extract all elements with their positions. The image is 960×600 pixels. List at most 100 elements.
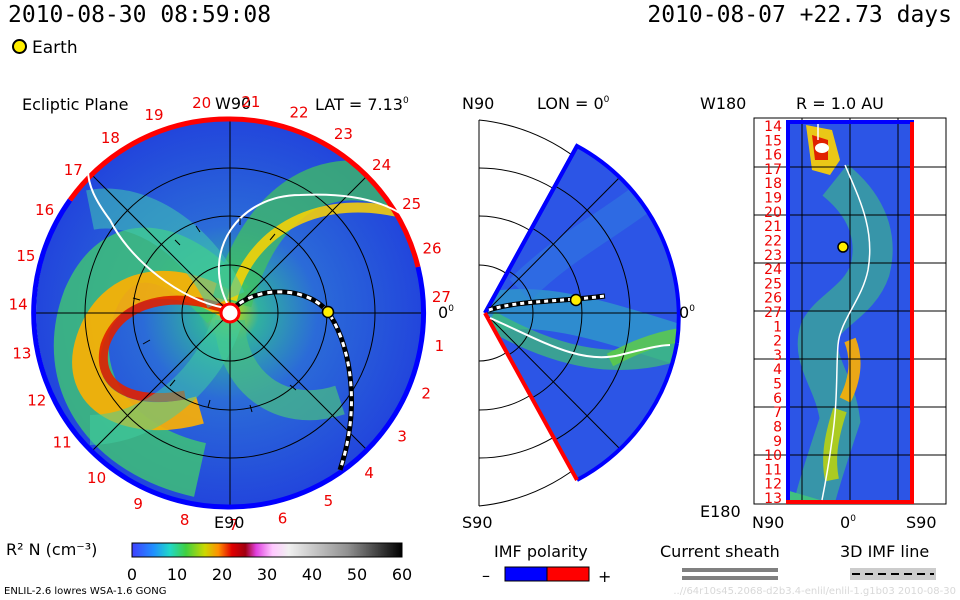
map-r-label: R = 1.0 AU <box>796 94 884 113</box>
imf-line-title: 3D IMF line <box>840 542 929 561</box>
carrington-ring-label: 9 <box>133 495 143 513</box>
meridional-current-sheath <box>489 317 671 359</box>
map-top-label: W180 <box>700 94 746 113</box>
earth-marker-map <box>837 241 849 253</box>
map-day-label: 20 <box>764 205 782 221</box>
imf-plus-label: + <box>598 567 611 586</box>
imf-positive-swatch <box>546 566 590 582</box>
map-bottom-label: E180 <box>700 502 741 521</box>
carrington-ring-label: 11 <box>53 434 72 452</box>
map-day-label: 22 <box>764 234 782 250</box>
meridional-right-label: 00 <box>679 303 695 322</box>
map-day-label: 2 <box>773 334 782 350</box>
carrington-ring-label: 12 <box>27 391 46 409</box>
map-day-label: 1 <box>773 319 782 335</box>
meridional-rim-positive <box>483 312 579 481</box>
carrington-ring-label: 21 <box>241 93 260 111</box>
meridional-rim-negative <box>483 143 681 344</box>
meridional-top-label: N90 <box>462 94 494 113</box>
carrington-ring-label: 24 <box>372 156 391 174</box>
carrington-ring-label: 7 <box>229 516 239 534</box>
colorbar-tick: 10 <box>167 565 187 584</box>
map-day-label: 11 <box>764 462 782 478</box>
colorbar-units-label: R² N (cm⁻³) <box>6 540 98 559</box>
colorbar-tick: 50 <box>347 565 367 584</box>
ecliptic-title: Ecliptic Plane <box>22 95 128 114</box>
date-label: 2010-08-30 08:59:08 <box>8 2 272 28</box>
imf-negative-swatch <box>504 566 548 582</box>
carrington-ring-label: 13 <box>12 345 31 363</box>
map-day-label: 23 <box>764 248 782 264</box>
map-x-mid-label: 00 <box>840 513 856 532</box>
carrington-ring-label: 17 <box>64 161 83 179</box>
carrington-ring-label: 5 <box>324 492 334 510</box>
carrington-ring-label: 18 <box>101 129 120 147</box>
reference-time-label: 2010-08-07 +22.73 days <box>647 2 952 28</box>
carrington-ring-label: 15 <box>16 247 35 265</box>
earth-marker-meridional <box>569 293 583 307</box>
map-day-label: 4 <box>773 362 782 378</box>
imf-minus-label: – <box>482 566 490 585</box>
map-day-label: 15 <box>764 133 782 149</box>
carrington-ring-label: 10 <box>87 469 106 487</box>
carrington-ring-label: 8 <box>180 511 190 529</box>
map-day-label: 16 <box>764 148 782 164</box>
map-day-label: 27 <box>764 305 782 321</box>
map-day-label: 7 <box>773 405 782 421</box>
imf-polarity-title: IMF polarity <box>494 542 588 561</box>
map-day-label: 12 <box>764 477 782 493</box>
ecliptic-lat-label: LAT = 7.130 <box>315 95 409 114</box>
map-day-label: 3 <box>773 348 782 364</box>
current-sheath-title: Current sheath <box>660 542 780 561</box>
map-day-label: 26 <box>764 291 782 307</box>
colorbar-tick: 40 <box>302 565 322 584</box>
map-day-label: 25 <box>764 276 782 292</box>
colorbar-tick: 60 <box>392 565 412 584</box>
map-x-left-label: N90 <box>752 513 784 532</box>
meridional-lon-label: LON = 00 <box>537 94 610 113</box>
meridional-density-map <box>485 146 679 480</box>
earth-legend-label: Earth <box>32 38 78 58</box>
carrington-ring-label: 16 <box>35 201 54 219</box>
map-day-label: 8 <box>773 420 782 436</box>
ecliptic-rim-positive <box>229 116 421 268</box>
map-day-label: 24 <box>764 262 782 278</box>
current-sheath-swatch <box>682 568 778 572</box>
ecliptic-bottom-label: E90 <box>214 513 244 532</box>
colorbar-tick: 20 <box>212 565 232 584</box>
map-day-label: 10 <box>764 448 782 464</box>
carrington-ring-label: 20 <box>192 94 211 112</box>
carrington-ring-label: 25 <box>402 195 421 213</box>
carrington-ring-label: 27 <box>432 288 451 306</box>
map-x-right-label: S90 <box>906 513 937 532</box>
map-day-label: 21 <box>764 219 782 235</box>
ecliptic-current-sheath <box>217 193 416 306</box>
map-day-label: 18 <box>764 176 782 192</box>
model-footer: ENLIL-2.6 lowres WSA-1.6 GONG <box>4 586 167 597</box>
map-day-label: 5 <box>773 377 782 393</box>
map-day-label: 13 <box>764 491 782 507</box>
colorbar-ticks: 0 10 20 30 40 50 60 <box>127 565 412 584</box>
ecliptic-top-label: W90 <box>215 94 251 113</box>
earth-marker-ecliptic <box>321 305 335 319</box>
map-day-label: 19 <box>764 191 782 207</box>
ecliptic-right-label: 00 <box>438 303 454 322</box>
map-current-sheath <box>817 124 871 501</box>
carrington-ring-label: 22 <box>289 104 308 122</box>
path-footer: ..//64r10s45.2068-d2b3.4-enlil/enlil-1.g… <box>673 586 956 597</box>
carrington-ring-label: 26 <box>422 240 441 258</box>
carrington-ring-label: 6 <box>278 509 288 527</box>
ecliptic-rim-negative <box>229 266 427 510</box>
meridional-bottom-label: S90 <box>462 513 493 532</box>
carrington-ring-label: 3 <box>397 428 407 446</box>
map-day-labels: 1415161718192021222324252627123456789101… <box>764 119 782 507</box>
carrington-ring-label: 23 <box>334 125 353 143</box>
earth-legend: Earth <box>12 38 78 58</box>
map-day-label: 17 <box>764 162 782 178</box>
map-day-label: 6 <box>773 391 782 407</box>
colorbar-tick: 0 <box>127 565 137 584</box>
earth-marker-icon <box>12 39 27 54</box>
sun-marker <box>219 302 241 324</box>
